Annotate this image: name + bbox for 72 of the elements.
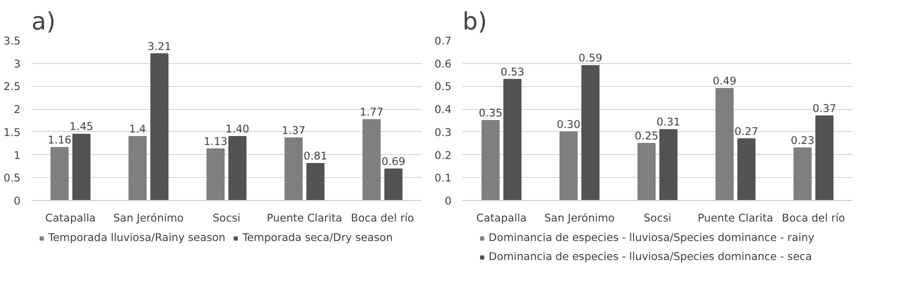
data-label: 0.23	[790, 134, 814, 147]
data-label: 0.37	[812, 102, 836, 115]
data-label: 1.40	[226, 122, 250, 136]
data-label: 0.31	[656, 116, 680, 129]
x-tick-label: Boca del río	[782, 212, 846, 224]
y-tick-label: 0.6	[434, 57, 452, 70]
y-tick-label: 0.3	[434, 126, 452, 139]
x-tick-label: San Jerónimo	[544, 212, 615, 224]
bar	[560, 131, 578, 200]
x-tick-label: San Jerónimo	[113, 212, 184, 224]
bar	[659, 129, 678, 200]
y-tick-label: 0.7	[434, 34, 452, 48]
data-label: 1.13	[204, 134, 228, 148]
x-tick-label: Puente Clarita	[698, 212, 774, 224]
data-label: 0.49	[712, 74, 737, 88]
bar	[794, 147, 812, 200]
bar	[737, 138, 756, 200]
data-label: 0.35	[478, 106, 502, 120]
y-tick-label: 0.4	[434, 103, 452, 116]
bar	[815, 115, 834, 200]
x-tick-label: Puente Clarita	[266, 212, 342, 224]
bar	[228, 136, 246, 200]
bar	[362, 119, 381, 200]
bar	[206, 148, 225, 200]
data-label: 1.16	[48, 133, 72, 146]
legend-label: Temporada seca/Dry season	[242, 231, 393, 244]
x-tick-label: Catapalla	[45, 212, 96, 224]
bar	[306, 162, 324, 200]
y-tick-label: 1.5	[4, 126, 21, 139]
chart-title: b)	[462, 8, 488, 36]
bar	[150, 53, 168, 200]
bar	[581, 65, 600, 200]
bar	[384, 168, 402, 200]
y-tick-label: 0.2	[434, 148, 452, 162]
x-tick-label: Boca del río	[350, 212, 414, 224]
data-label: 0.59	[578, 52, 603, 65]
x-tick-label: Socsi	[212, 212, 240, 224]
data-label: 0.27	[734, 124, 758, 138]
y-tick-label: 0	[14, 194, 21, 208]
bar	[716, 88, 734, 200]
bar	[482, 120, 500, 200]
legend-label: Dominancia de especies - lluviosa/Species dominance - rainy	[488, 231, 814, 244]
data-label: 0.30	[556, 118, 581, 131]
bar	[638, 142, 656, 200]
y-tick-label: 2.5	[4, 80, 21, 94]
bar	[284, 137, 303, 200]
y-tick-label: 0.1	[434, 172, 452, 185]
legend-label: Dominancia de especies - lluviosa/Species dominance - seca	[488, 250, 812, 263]
data-label: 0.53	[500, 65, 524, 78]
y-tick-label: 0.5	[4, 172, 21, 185]
y-tick-label: 0.5	[434, 80, 452, 94]
bar	[72, 134, 90, 200]
bar	[50, 146, 69, 200]
x-tick-label: Catapalla	[476, 212, 527, 224]
bar	[128, 136, 147, 200]
bar	[503, 78, 522, 200]
data-label: 3.21	[148, 40, 172, 53]
x-tick-label: Socsi	[644, 212, 672, 224]
chart-title: a)	[32, 8, 56, 36]
y-tick-label: 3.5	[4, 34, 21, 48]
y-tick-label: 2	[14, 103, 20, 116]
data-label: 1.37	[282, 124, 306, 137]
data-label: 0.81	[304, 149, 328, 162]
y-tick-label: 1	[14, 148, 20, 162]
data-label: 1.45	[70, 120, 94, 134]
y-tick-label: 3	[14, 57, 20, 70]
data-label: 1.77	[360, 106, 384, 119]
data-label: 0.69	[382, 154, 406, 168]
y-tick-label: 0	[444, 194, 452, 208]
data-label: 0.25	[634, 129, 658, 142]
legend-label: Temporada lluviosa/Rainy season	[48, 231, 226, 244]
data-label: 1.4	[129, 122, 146, 136]
